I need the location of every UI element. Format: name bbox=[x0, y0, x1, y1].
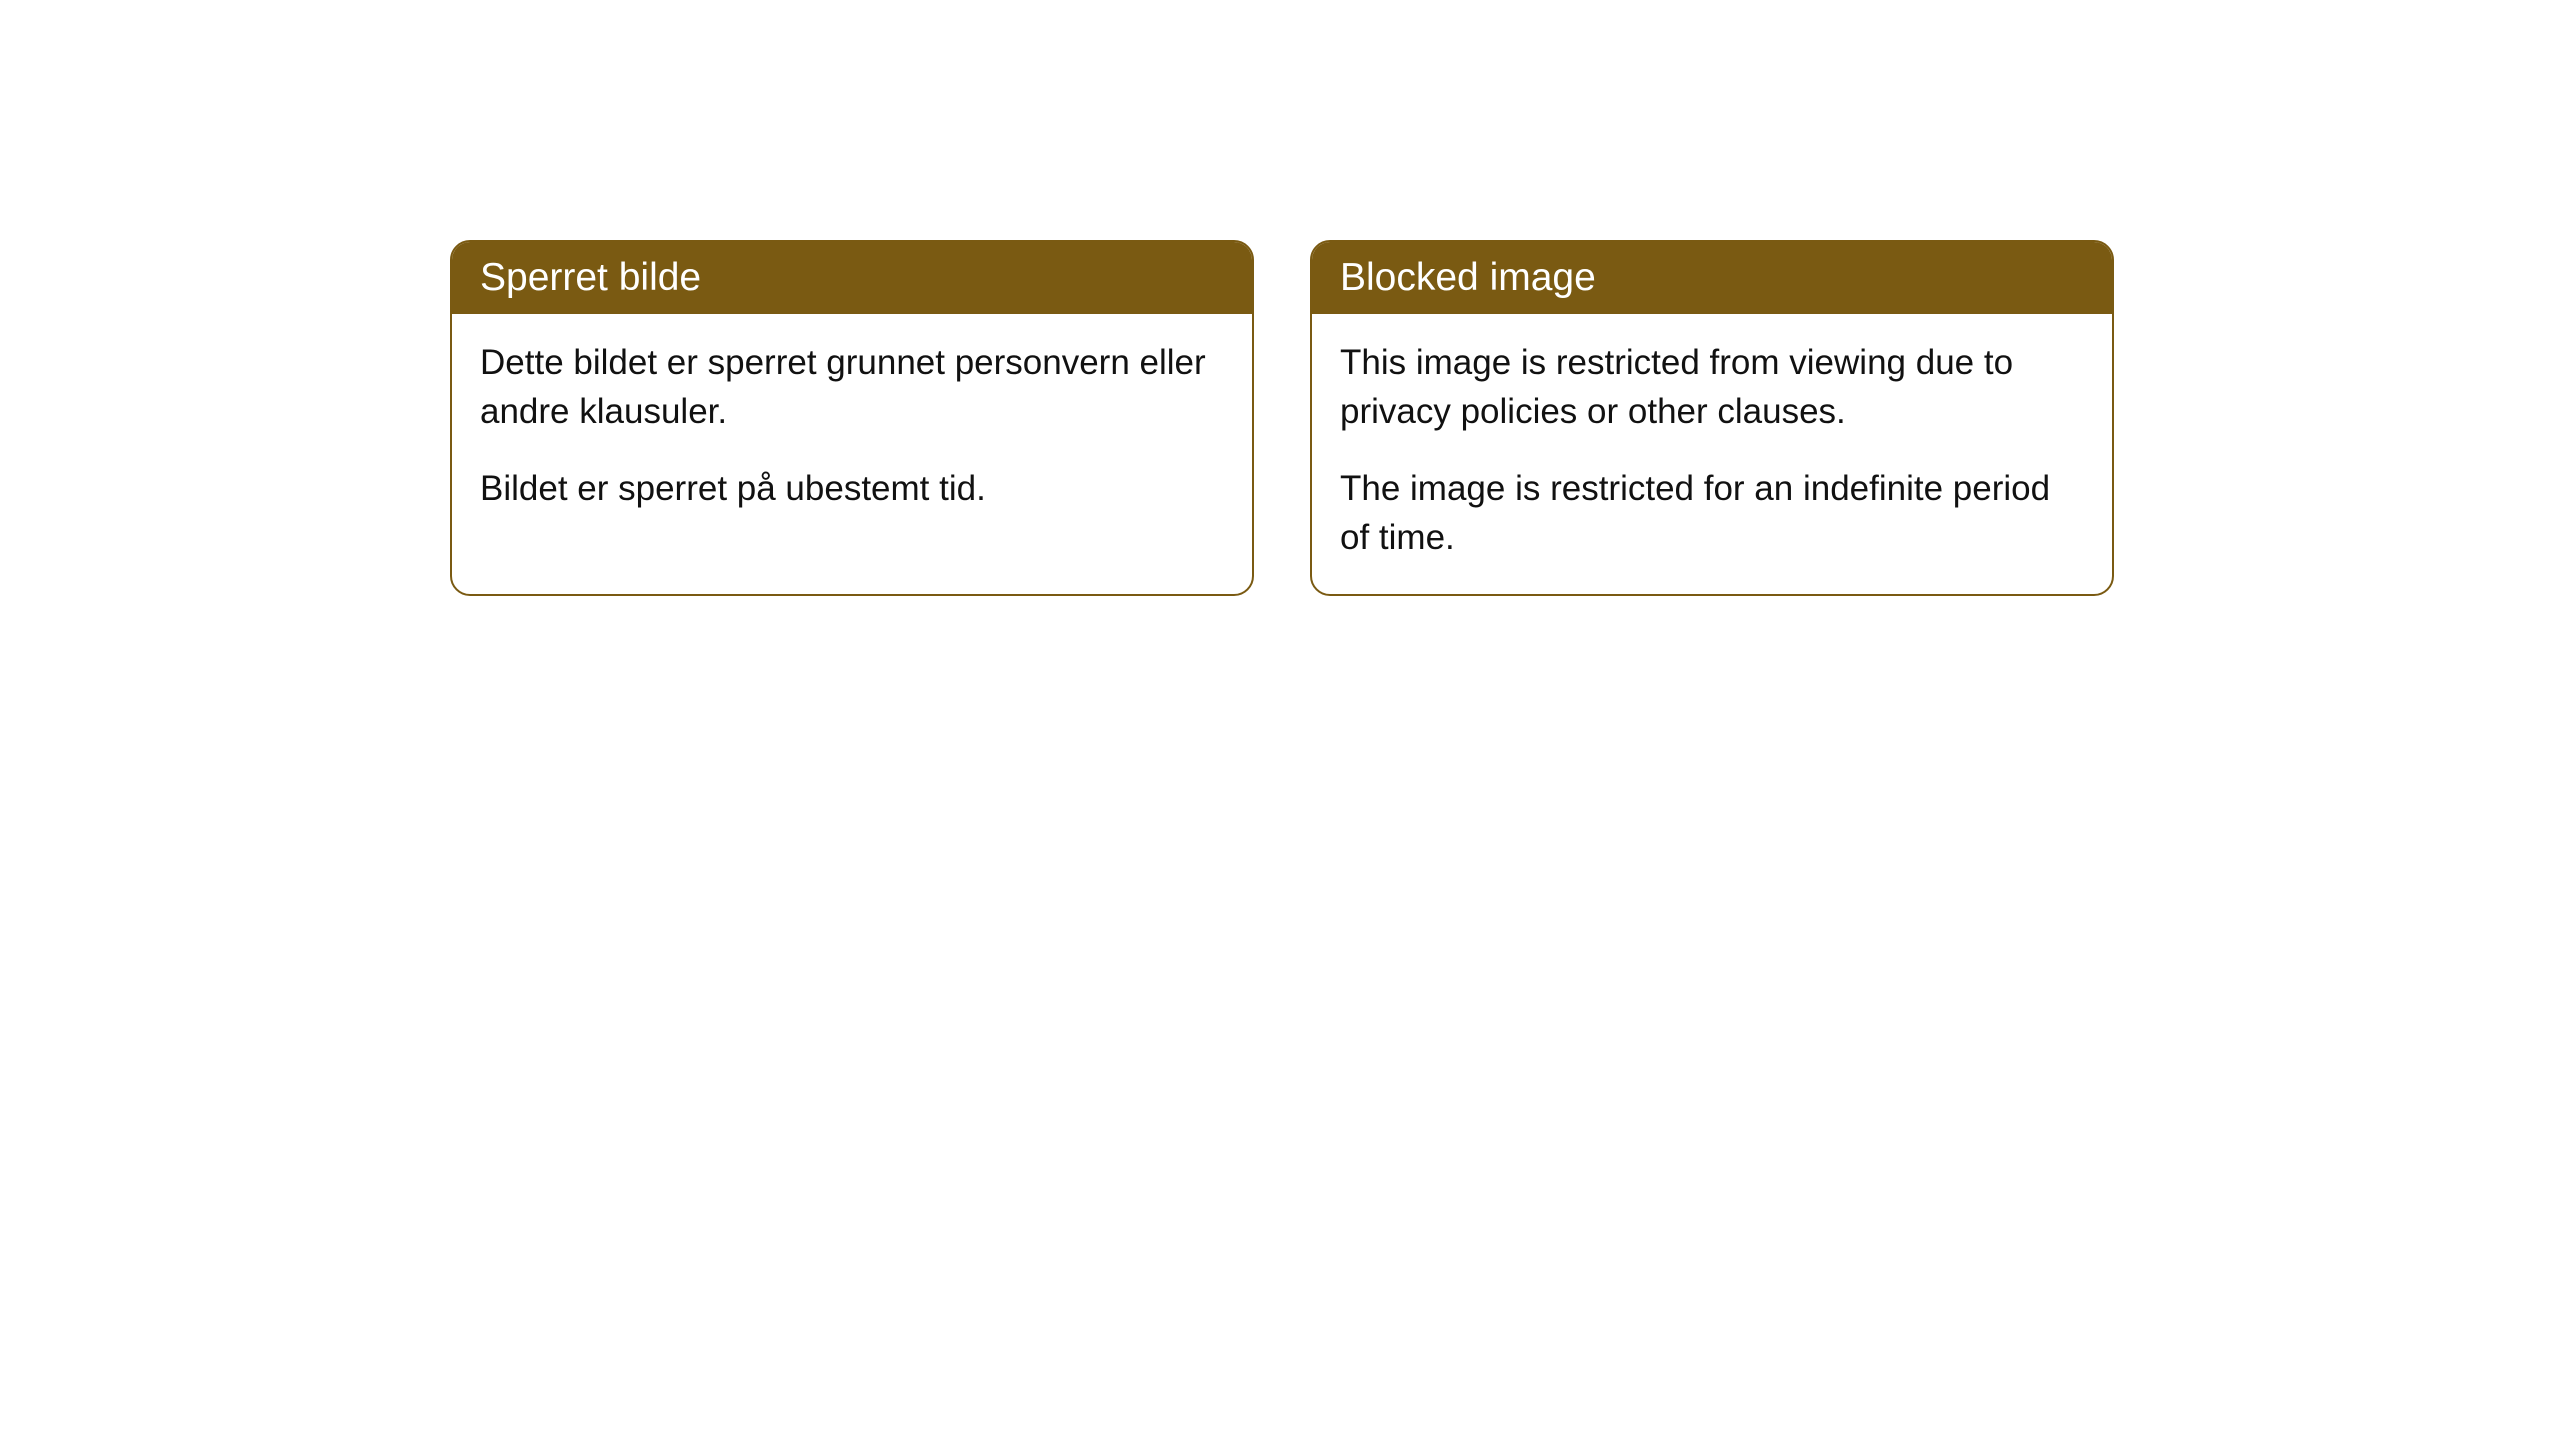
card-paragraph-en-2: The image is restricted for an indefinit… bbox=[1340, 464, 2084, 562]
card-paragraph-no-2: Bildet er sperret på ubestemt tid. bbox=[480, 464, 1224, 513]
blocked-image-card-en: Blocked image This image is restricted f… bbox=[1310, 240, 2114, 596]
card-paragraph-en-1: This image is restricted from viewing du… bbox=[1340, 338, 2084, 436]
card-header-no: Sperret bilde bbox=[452, 242, 1252, 314]
blocked-image-card-no: Sperret bilde Dette bildet er sperret gr… bbox=[450, 240, 1254, 596]
card-header-en: Blocked image bbox=[1312, 242, 2112, 314]
cards-container: Sperret bilde Dette bildet er sperret gr… bbox=[450, 240, 2114, 596]
card-body-no: Dette bildet er sperret grunnet personve… bbox=[452, 314, 1252, 545]
card-body-en: This image is restricted from viewing du… bbox=[1312, 314, 2112, 594]
card-paragraph-no-1: Dette bildet er sperret grunnet personve… bbox=[480, 338, 1224, 436]
